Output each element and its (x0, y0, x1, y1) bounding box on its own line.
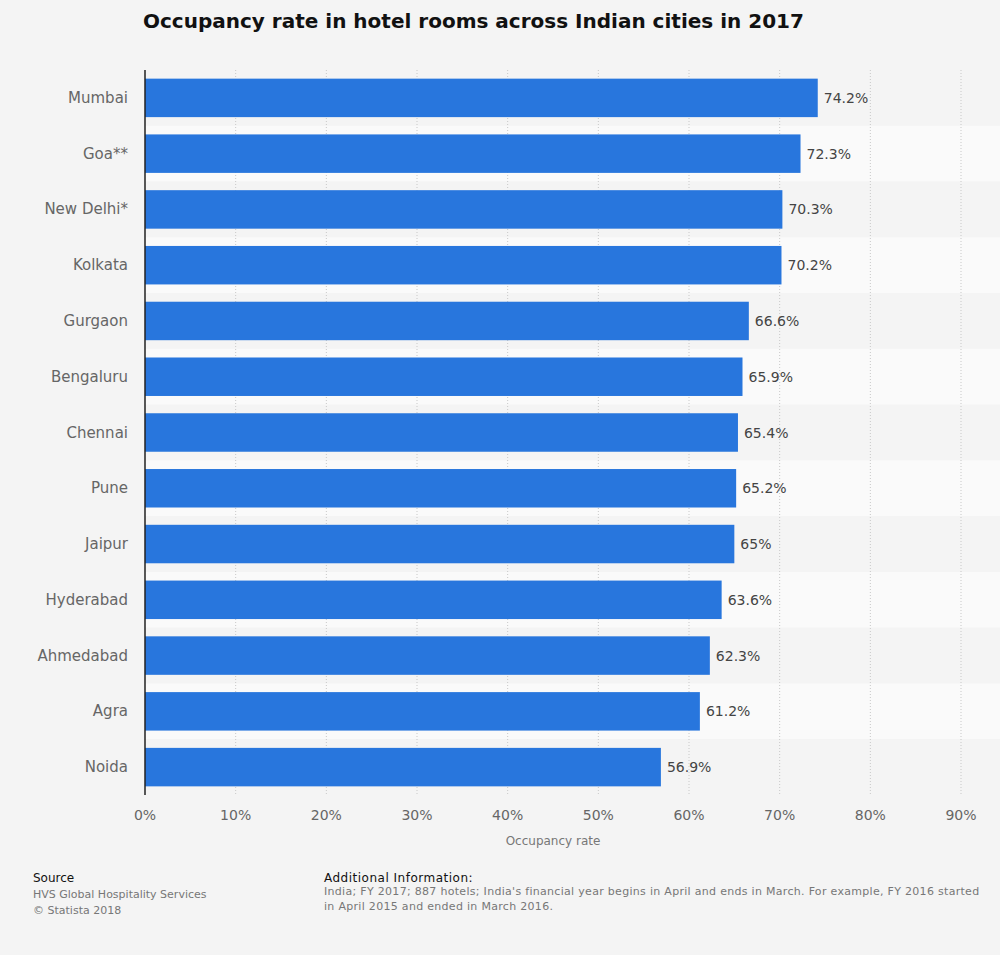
bar (145, 692, 700, 730)
row-band (145, 572, 1000, 628)
tick-label: 30% (401, 807, 432, 823)
tick-label: 50% (583, 807, 614, 823)
copyright: © Statista 2018 (33, 904, 121, 917)
bar (145, 469, 736, 507)
category-label: Kolkata (73, 256, 128, 274)
data-label: 72.3% (807, 146, 851, 162)
row-band (145, 293, 1000, 349)
bar (145, 525, 734, 563)
category-label: Bengaluru (51, 368, 128, 386)
row-band (145, 349, 1000, 405)
category-label: New Delhi* (44, 200, 128, 218)
data-label: 70.3% (788, 201, 832, 217)
tick-label: 90% (945, 807, 976, 823)
bar (145, 413, 738, 451)
grid-line (870, 70, 871, 795)
data-label: 65.2% (742, 480, 786, 496)
category-label: Gurgaon (64, 312, 128, 330)
category-label: Jaipur (84, 535, 129, 553)
info-label: Additional Information: (324, 871, 473, 885)
chart: Occupancy rate in hotel rooms across Ind… (0, 0, 1000, 955)
axis-line (144, 70, 146, 795)
tick-label: 80% (855, 807, 886, 823)
page: Occupancy rate in hotel rooms across Ind… (0, 0, 1000, 955)
data-label: 62.3% (716, 648, 760, 664)
tick-label: 10% (220, 807, 251, 823)
data-label: 61.2% (706, 703, 750, 719)
data-label: 65% (740, 536, 771, 552)
source: HVS Global Hospitality Services (33, 888, 207, 901)
category-label: Agra (93, 702, 128, 720)
tick-label: 20% (311, 807, 342, 823)
bar (145, 581, 722, 619)
bar (145, 190, 782, 228)
title: Occupancy rate in hotel rooms across Ind… (143, 9, 804, 33)
bar (145, 246, 781, 284)
bar (145, 357, 742, 395)
row-band (145, 683, 1000, 739)
row-band (145, 237, 1000, 293)
row-band (145, 405, 1000, 461)
category-label: Ahmedabad (37, 647, 128, 665)
bar (145, 79, 818, 117)
category-label: Hyderabad (46, 591, 129, 609)
row-band (145, 70, 1000, 126)
bar (145, 748, 661, 786)
data-label: 74.2% (824, 90, 868, 106)
bars (145, 79, 818, 787)
row-band (145, 516, 1000, 572)
data-label: 63.6% (728, 592, 772, 608)
tick-label: 40% (492, 807, 523, 823)
bar (145, 134, 801, 172)
data-label: 65.4% (744, 425, 788, 441)
additional-info: India; FY 2017; 887 hotels; India's fina… (324, 884, 984, 914)
data-label: 65.9% (748, 369, 792, 385)
category-label: Pune (91, 479, 128, 497)
axis-baseline (145, 795, 961, 796)
category-label: Goa** (83, 145, 128, 163)
category-label: Mumbai (68, 89, 128, 107)
tick-label: 70% (764, 807, 795, 823)
data-label: 56.9% (667, 759, 711, 775)
axis-title: Occupancy rate (506, 834, 601, 848)
tick-label: 60% (673, 807, 704, 823)
source-label: Source (33, 871, 74, 885)
tick-label: 0% (134, 807, 156, 823)
row-band (145, 182, 1000, 238)
category-label: Noida (85, 758, 128, 776)
category-label: Chennai (66, 424, 128, 442)
grid-line (961, 70, 962, 795)
data-label: 70.2% (787, 257, 831, 273)
data-label: 66.6% (755, 313, 799, 329)
row-band (145, 460, 1000, 516)
row-band (145, 739, 1000, 795)
bar (145, 302, 749, 340)
labels: Mumbai 74.2% Goa** 72.3% New Delhi* 70.3% Kolk… (37, 89, 868, 776)
row-band (145, 126, 1000, 182)
row-band (145, 628, 1000, 684)
bar (145, 636, 710, 674)
